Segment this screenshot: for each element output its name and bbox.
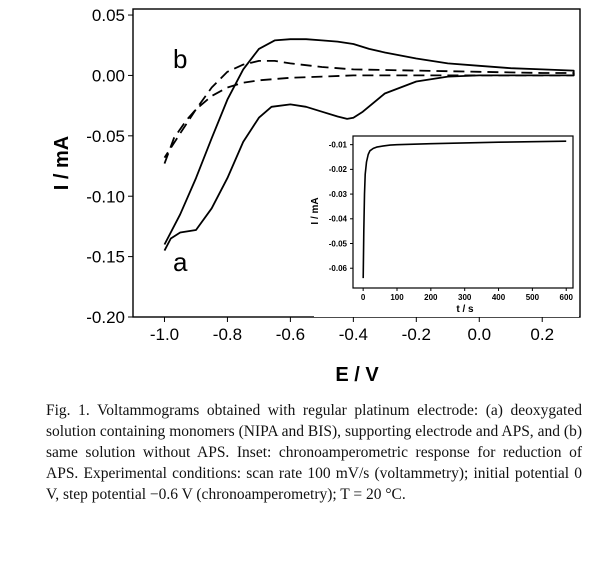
x-tick-label: -1.0 <box>150 325 179 344</box>
x-tick-label: -0.2 <box>402 325 431 344</box>
inset-y-axis-label: I / mA <box>310 197 321 224</box>
main-y-ticks: 0.05 0.00 -0.05 -0.10 -0.15 -0.20 <box>86 6 133 327</box>
x-tick-label: 0.0 <box>467 325 491 344</box>
y-tick-label: -0.02 <box>329 165 348 174</box>
x-tick-label: 0 <box>361 293 366 302</box>
x-tick-label: 100 <box>390 293 404 302</box>
series-line-b <box>163 60 575 164</box>
x-tick-label: 600 <box>560 293 574 302</box>
x-tick-label: 200 <box>424 293 438 302</box>
main-annotations: ab <box>173 44 188 277</box>
x-tick-label: 300 <box>458 293 472 302</box>
inset-x-ticks: 0 100 200 300 400 500 600 <box>361 288 574 302</box>
curve-label-a: a <box>173 247 188 277</box>
y-tick-label: -0.05 <box>86 127 125 146</box>
y-tick-label: -0.04 <box>329 215 348 224</box>
main-series <box>163 38 575 252</box>
series-line <box>362 140 567 279</box>
x-tick-label: -0.4 <box>339 325 368 344</box>
figure: 0.050.00-0.05-0.10-0.15-0.20 -1.0 -0.8 -0.… <box>51 6 581 386</box>
x-tick-label: 0.2 <box>530 325 554 344</box>
y-tick-label: 0.05 <box>92 6 125 25</box>
y-tick-label: -0.05 <box>329 239 348 248</box>
y-tick-label: -0.15 <box>86 248 125 267</box>
y-tick-label: -0.01 <box>329 141 348 150</box>
main-x-ticks: -1.0 -0.8 -0.6 -0.4 -0.2 0.0 0.2 <box>150 317 554 344</box>
y-tick-label: 0.00 <box>92 67 125 86</box>
inset-background <box>314 130 579 317</box>
main-y-axis-label: I / mA <box>51 136 73 190</box>
y-tick-label: -0.20 <box>86 308 125 327</box>
x-tick-label: 500 <box>526 293 540 302</box>
main-x-axis-label: E / V <box>335 364 379 386</box>
figure-caption: Fig. 1. Voltammograms obtained with regu… <box>46 402 582 503</box>
inset-chart: -0.01 -0.02 -0.03 -0.04 -0.05 -0.06 0 100 200 30… <box>310 130 579 317</box>
x-tick-label: 400 <box>492 293 506 302</box>
inset-series <box>362 140 567 279</box>
inset-x-axis-label: t / s <box>456 304 474 315</box>
inset-y-ticks: -0.01 -0.02 -0.03 -0.04 -0.05 -0.06 <box>329 141 353 273</box>
curve-label-b: b <box>173 44 187 74</box>
y-tick-label: -0.10 <box>86 187 125 206</box>
x-tick-label: -0.8 <box>213 325 242 344</box>
x-tick-label: -0.6 <box>276 325 305 344</box>
y-tick-label: -0.03 <box>329 190 348 199</box>
main-chart: 0.050.00-0.05-0.10-0.15-0.20 -1.0 -0.8 -0.… <box>51 6 581 386</box>
y-tick-label: -0.06 <box>329 264 348 273</box>
inset-plot-frame <box>352 135 574 289</box>
